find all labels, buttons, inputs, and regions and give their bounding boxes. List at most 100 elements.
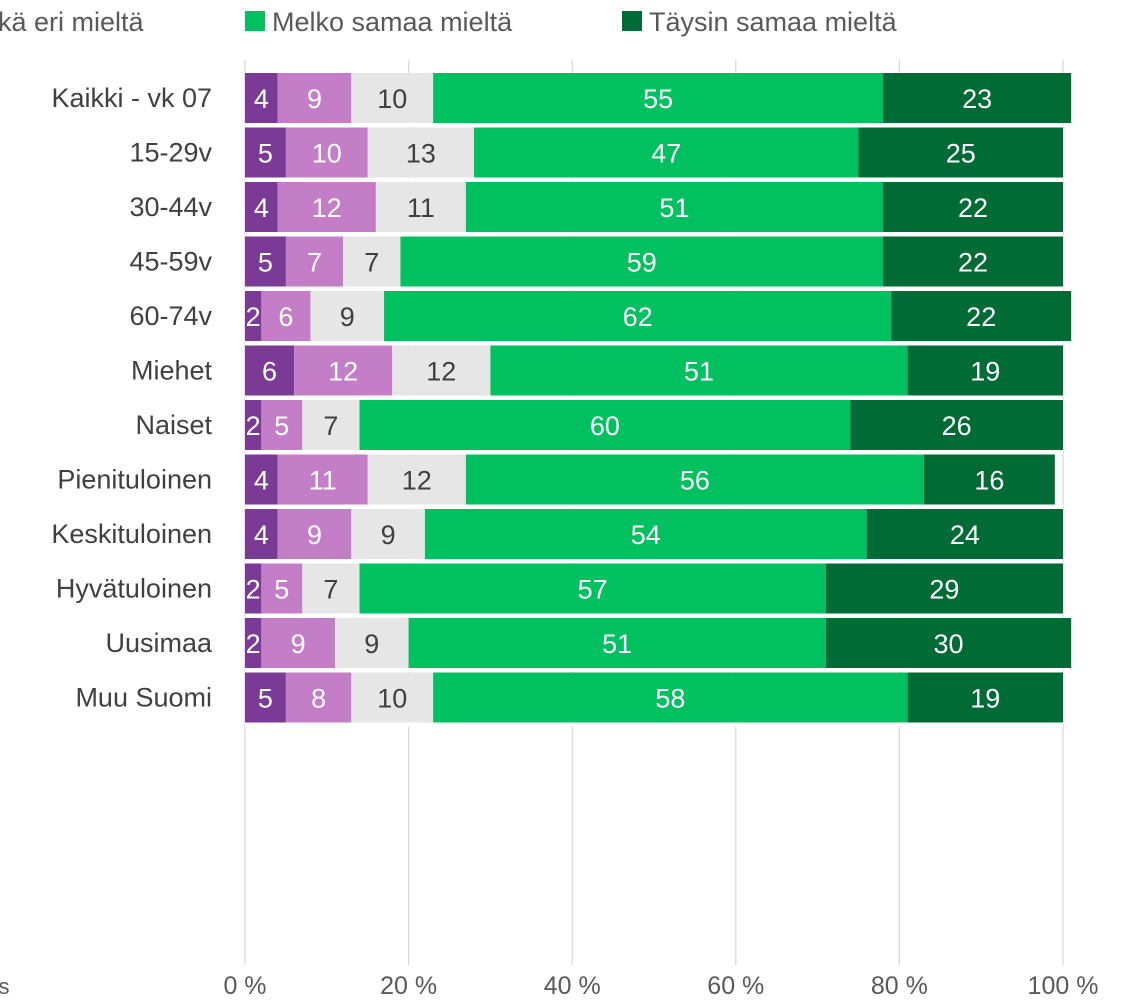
category-label: 60-74v [129,301,212,331]
data-label: 5 [258,248,273,278]
bar-segment [245,618,262,668]
bar-segment [245,345,295,396]
bar-segment [825,618,1072,668]
data-label: 10 [377,684,407,714]
bar-segment [474,127,859,178]
category-label: Hyvätuloinen [56,574,212,604]
bar-segment [285,672,352,723]
data-label: 56 [680,466,710,496]
bar-segment [825,563,1063,614]
data-label: 29 [929,575,959,605]
bar-segment [261,400,303,450]
data-label: 57 [578,575,608,605]
bar-segment [359,400,851,450]
bar-segment [866,509,1063,559]
data-label: 23 [962,84,992,114]
bar-segment [465,182,884,232]
data-label: 4 [254,193,269,223]
data-label: 2 [246,411,261,441]
data-label: 6 [278,302,293,332]
data-label: 11 [407,193,435,223]
category-label: Miehet [131,356,213,386]
footnote-fragment: ’s [0,974,10,999]
data-label: 54 [631,520,661,550]
data-label: 59 [627,248,657,278]
data-label: 10 [377,84,407,114]
bar-segment [343,236,401,287]
bar-segment [277,182,376,232]
data-label: 12 [328,357,358,387]
category-label: 45-59v [129,247,212,277]
bar-segment [245,182,278,232]
data-label: 12 [402,466,432,496]
bar-segment [334,618,409,668]
bar-segment [294,345,393,396]
bar-segment [433,672,908,723]
bar-segment [261,618,335,668]
bar-segment [245,563,262,614]
data-label: 12 [426,357,456,387]
data-label: 25 [946,139,976,169]
bar-segment [302,563,360,614]
bar-segment [465,454,924,505]
bar-segment [400,236,884,287]
data-label: 8 [311,684,326,714]
bar-segment [367,454,466,505]
data-label: 11 [309,466,337,496]
bar-segment [245,454,278,505]
bar-segment [245,127,286,178]
x-tick-label: 100 % [1028,972,1099,1000]
bar-segment [433,73,884,123]
bar-segment [367,127,475,178]
data-label: 22 [958,193,988,223]
bar-segment [245,672,286,723]
data-label: 19 [970,357,1000,387]
bar-segment [245,291,262,341]
bar-segment [490,345,908,396]
bar-segment [245,400,262,450]
data-label: 13 [406,139,436,169]
bar-segment [907,345,1063,396]
bar-segment [302,400,360,450]
bar-segment [384,291,892,341]
category-label: Uusimaa [105,628,213,658]
data-label: 7 [323,575,338,605]
category-label: Kaikki - vk 07 [51,83,212,113]
data-label: 47 [651,139,681,169]
category-label: Naiset [135,410,212,440]
category-label: 30-44v [129,192,212,222]
bar-segment [891,291,1072,341]
data-label: 51 [602,629,632,659]
bar-segment [392,345,491,396]
bar-segment [261,291,311,341]
data-label: 10 [312,139,342,169]
bar-segment [277,509,352,559]
bar-segment [850,400,1063,450]
bar-segment [285,236,344,287]
category-label: 15-29v [129,138,212,168]
x-tick-label: 40 % [544,972,601,1000]
bar-segment [351,672,434,723]
bar-segment [285,127,368,178]
data-label: 24 [950,520,980,550]
bar-segment [245,509,278,559]
bar-segment [261,563,303,614]
data-label: 26 [942,411,972,441]
data-label: 7 [364,248,379,278]
data-label: 6 [262,357,277,387]
data-label: 4 [254,84,269,114]
bar-segment [277,73,352,123]
data-label: 7 [307,248,322,278]
bar-segment [351,509,425,559]
data-label: 2 [246,629,261,659]
data-label: 60 [590,411,620,441]
data-label: 58 [655,684,685,714]
data-label: 30 [933,629,963,659]
bar-segment [245,236,286,287]
data-label: 4 [254,466,269,496]
data-label: 22 [966,302,996,332]
legend-label: Täysin samaa mieltä [649,7,898,37]
data-label: 51 [659,193,689,223]
data-label: 9 [307,520,322,550]
